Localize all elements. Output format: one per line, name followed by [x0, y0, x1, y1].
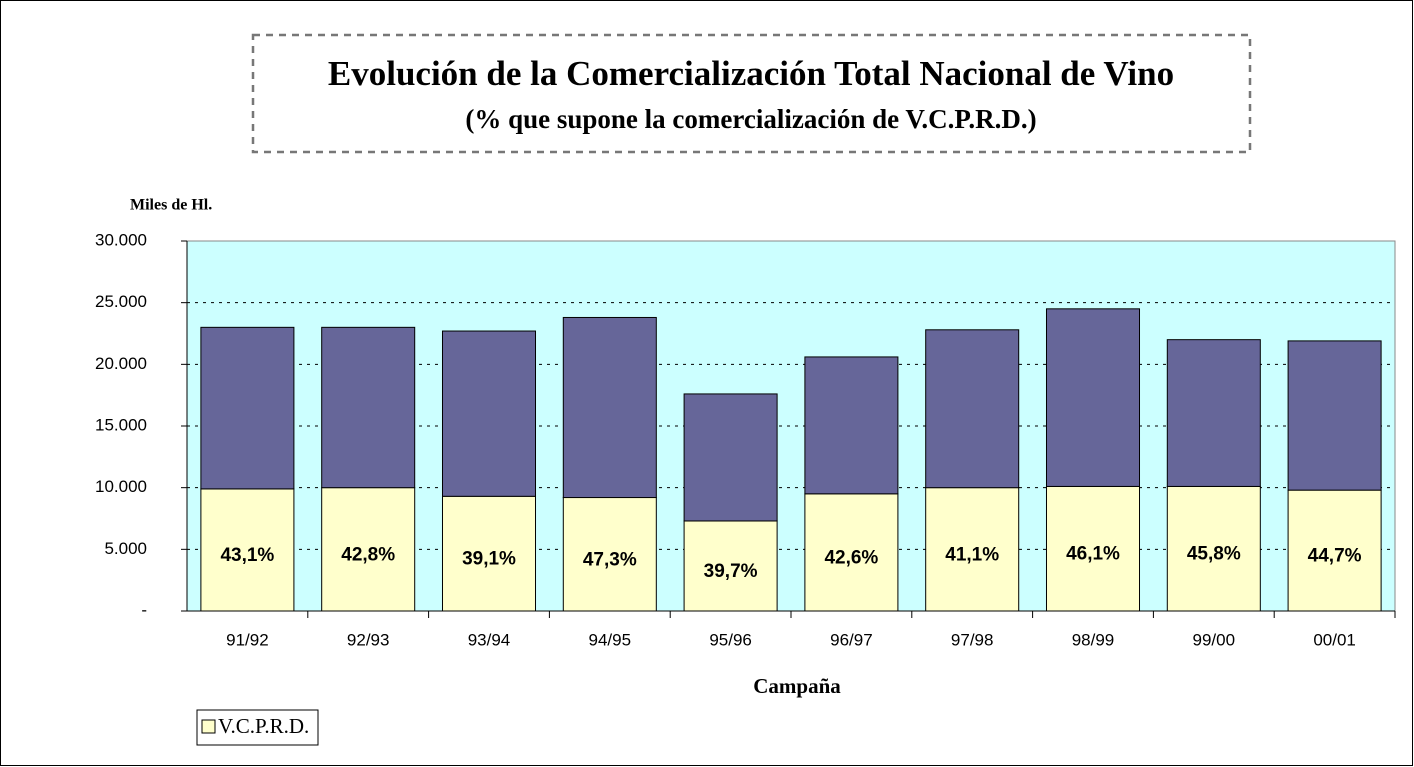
x-tick-label: 97/98 [951, 630, 994, 649]
percentage-label: 41,1% [945, 544, 999, 565]
bar-segment [804, 493, 899, 612]
legend-swatch [201, 719, 216, 734]
bar-segment [683, 520, 778, 612]
x-tick-label: 94/95 [589, 630, 632, 649]
legend-box [196, 709, 319, 746]
bar-segment [804, 356, 899, 495]
bar-segment [562, 316, 657, 499]
bar-segment [925, 329, 1020, 489]
x-tick-label: 98/99 [1072, 630, 1115, 649]
legend-label: V.C.P.R.D. [218, 714, 309, 738]
x-tick-label: 99/00 [1193, 630, 1236, 649]
percentage-label: 46,1% [1066, 544, 1120, 565]
bar-segment [1287, 340, 1382, 491]
bar-segment [200, 326, 295, 490]
x-tick-label: 93/94 [468, 630, 511, 649]
x-tick-label: 91/92 [226, 630, 269, 649]
bar-segment [1045, 308, 1141, 487]
percentage-label: 44,7% [1308, 546, 1362, 567]
bar-segment [562, 497, 657, 612]
y-tick-label: - [141, 600, 147, 619]
chart-subtitle: (% que supone la comercialización de V.C… [465, 104, 1036, 134]
percentage-label: 39,1% [462, 549, 516, 570]
percentage-label: 39,7% [704, 561, 758, 582]
y-tick-label: 10.000 [95, 477, 147, 496]
bar-segment [1287, 489, 1382, 612]
title-box [251, 33, 1252, 154]
y-axis-title: Miles de Hl. [130, 197, 212, 214]
x-tick-label: 00/01 [1313, 630, 1356, 649]
x-tick-label: 96/97 [830, 630, 873, 649]
bar-segment [925, 487, 1020, 612]
bar-segment [441, 330, 537, 497]
x-tick-label: 92/93 [347, 630, 390, 649]
bar-segment [441, 495, 537, 612]
x-axis-title: Campaña [753, 674, 841, 698]
bar-segment [1045, 485, 1141, 612]
bar-segment [1166, 339, 1261, 487]
percentage-label: 45,8% [1187, 544, 1241, 565]
percentage-label: 43,1% [220, 545, 274, 566]
bar-segment [1166, 485, 1261, 612]
y-tick-label: 20.000 [95, 354, 147, 373]
percentage-label: 42,6% [824, 547, 878, 568]
y-tick-label: 5.000 [104, 539, 147, 558]
y-tick-label: 30.000 [95, 230, 147, 249]
percentage-label: 42,8% [341, 544, 395, 565]
x-tick-label: 95/96 [709, 630, 752, 649]
bar-segment [683, 393, 778, 522]
percentage-label: 47,3% [583, 549, 637, 570]
bar-segment [321, 326, 416, 489]
bar-segment [200, 488, 295, 612]
chart-title: Evolución de la Comercialización Total N… [328, 54, 1174, 93]
y-tick-label: 25.000 [95, 292, 147, 311]
y-tick-label: 15.000 [95, 415, 147, 434]
